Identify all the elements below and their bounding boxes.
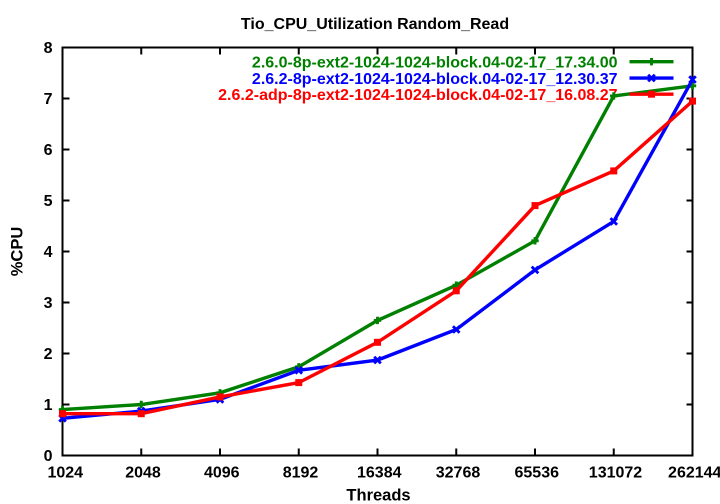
svg-text:7: 7 [44, 91, 53, 108]
svg-text:2048: 2048 [125, 465, 161, 482]
svg-text:2.6.2-8p-ext2-1024-1024-block.: 2.6.2-8p-ext2-1024-1024-block.04-02-17_1… [252, 71, 618, 88]
svg-text:Tio_CPU_Utilization Random_Rea: Tio_CPU_Utilization Random_Read [241, 16, 509, 33]
svg-text:4: 4 [44, 244, 53, 261]
svg-text:2.6.2-adp-8p-ext2-1024-1024-bl: 2.6.2-adp-8p-ext2-1024-1024-block.04-02-… [218, 87, 617, 104]
svg-text:262144: 262144 [668, 465, 720, 482]
svg-text:4096: 4096 [204, 465, 240, 482]
svg-text:5: 5 [44, 193, 53, 210]
svg-text:2.6.0-8p-ext2-1024-1024-block.: 2.6.0-8p-ext2-1024-1024-block.04-02-17_1… [252, 54, 618, 71]
svg-text:131072: 131072 [589, 465, 642, 482]
svg-text:1: 1 [44, 397, 53, 414]
svg-text:6: 6 [44, 142, 53, 159]
svg-text:Threads: Threads [346, 487, 410, 504]
svg-text:8: 8 [44, 40, 53, 57]
svg-text:2: 2 [44, 346, 53, 363]
svg-text:32768: 32768 [436, 465, 481, 482]
svg-text:3: 3 [44, 295, 53, 312]
svg-text:0: 0 [44, 448, 53, 465]
svg-text:1024: 1024 [47, 465, 83, 482]
svg-text:16384: 16384 [357, 465, 402, 482]
svg-text:8192: 8192 [283, 465, 319, 482]
svg-text:65536: 65536 [515, 465, 560, 482]
svg-text:%CPU: %CPU [9, 227, 27, 277]
